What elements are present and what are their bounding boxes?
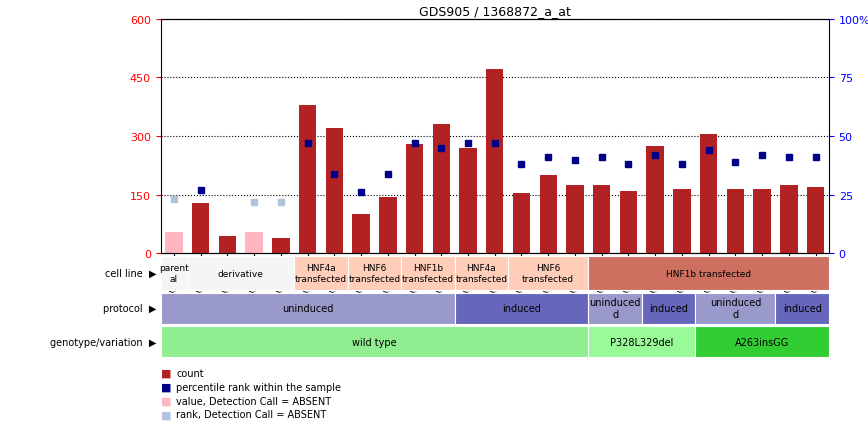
Text: ■: ■ bbox=[161, 382, 171, 391]
Text: HNF6
transfected: HNF6 transfected bbox=[348, 264, 400, 283]
Bar bbox=[727, 189, 744, 254]
Text: genotype/variation  ▶: genotype/variation ▶ bbox=[49, 337, 156, 347]
Text: A263insGG: A263insGG bbox=[735, 337, 789, 347]
Bar bbox=[780, 185, 798, 254]
Bar bbox=[246, 232, 263, 254]
Text: HNF1b
transfected: HNF1b transfected bbox=[402, 264, 454, 283]
Bar bbox=[273, 238, 290, 254]
Bar bbox=[165, 232, 182, 254]
Bar bbox=[459, 148, 477, 254]
Text: wild type: wild type bbox=[352, 337, 397, 347]
Bar bbox=[753, 189, 771, 254]
Bar bbox=[379, 197, 397, 254]
Text: cell line  ▶: cell line ▶ bbox=[105, 269, 156, 278]
Text: value, Detection Call = ABSENT: value, Detection Call = ABSENT bbox=[176, 396, 332, 405]
Bar bbox=[219, 236, 236, 254]
Bar bbox=[540, 176, 557, 254]
Text: count: count bbox=[176, 368, 204, 378]
Text: HNF4a
transfected: HNF4a transfected bbox=[295, 264, 347, 283]
Text: ■: ■ bbox=[161, 396, 171, 405]
Text: protocol  ▶: protocol ▶ bbox=[103, 304, 156, 313]
Bar bbox=[299, 105, 316, 254]
Text: P328L329del: P328L329del bbox=[610, 337, 674, 347]
Title: GDS905 / 1368872_a_at: GDS905 / 1368872_a_at bbox=[419, 5, 570, 18]
Bar bbox=[593, 185, 610, 254]
Bar bbox=[513, 193, 530, 254]
Bar bbox=[326, 129, 343, 254]
Bar bbox=[566, 185, 583, 254]
Text: uninduced: uninduced bbox=[282, 304, 333, 313]
Text: HNF6
transfected: HNF6 transfected bbox=[523, 264, 575, 283]
Text: ■: ■ bbox=[161, 368, 171, 378]
Text: derivative: derivative bbox=[218, 269, 264, 278]
Text: ■: ■ bbox=[161, 410, 171, 419]
Bar bbox=[352, 215, 370, 254]
Bar bbox=[620, 191, 637, 254]
Bar bbox=[807, 187, 825, 254]
Bar bbox=[647, 146, 664, 254]
Bar bbox=[406, 145, 424, 254]
Text: rank, Detection Call = ABSENT: rank, Detection Call = ABSENT bbox=[176, 410, 326, 419]
Bar bbox=[700, 135, 717, 254]
Text: induced: induced bbox=[783, 304, 822, 313]
Text: induced: induced bbox=[502, 304, 541, 313]
Text: induced: induced bbox=[649, 304, 688, 313]
Bar bbox=[486, 70, 503, 254]
Text: HNF4a
transfected: HNF4a transfected bbox=[456, 264, 508, 283]
Bar bbox=[432, 125, 450, 254]
Text: percentile rank within the sample: percentile rank within the sample bbox=[176, 382, 341, 391]
Bar bbox=[674, 189, 691, 254]
Text: parent
al: parent al bbox=[159, 264, 189, 283]
Text: uninduced
d: uninduced d bbox=[710, 298, 761, 319]
Text: uninduced
d: uninduced d bbox=[589, 298, 641, 319]
Text: HNF1b transfected: HNF1b transfected bbox=[666, 269, 751, 278]
Bar bbox=[192, 204, 209, 254]
